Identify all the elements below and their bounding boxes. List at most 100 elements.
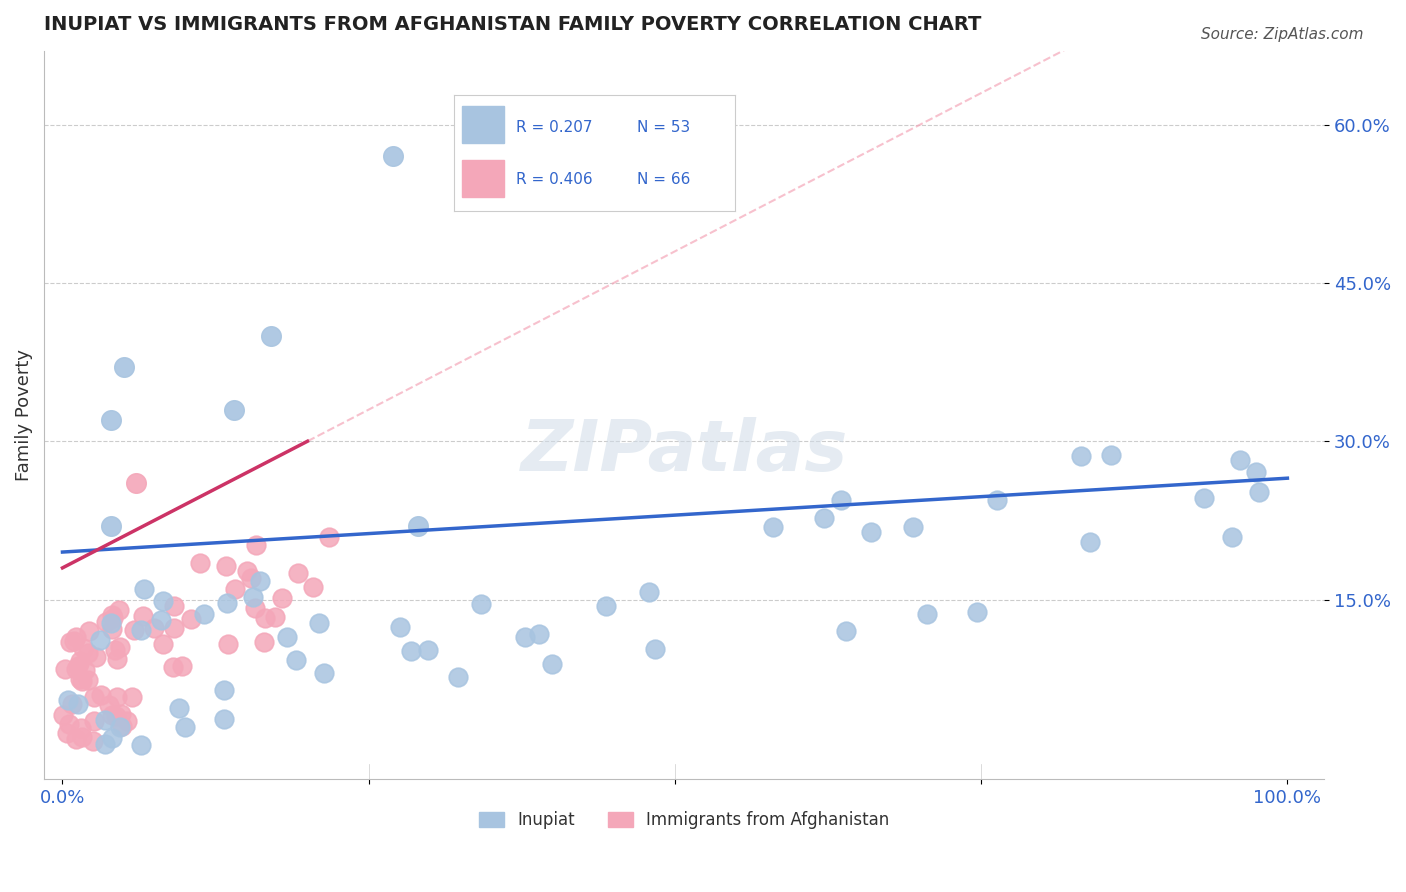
- Point: [915, 607, 938, 621]
- Point: [180, 611, 202, 625]
- Point: [1244, 465, 1267, 479]
- Point: [125, 476, 148, 491]
- Point: [308, 616, 330, 631]
- Point: [110, 707, 132, 722]
- Point: [1099, 448, 1122, 462]
- Point: [1229, 452, 1251, 467]
- Point: [58, 716, 80, 731]
- Point: [260, 328, 283, 343]
- Point: [105, 690, 128, 704]
- Point: [242, 590, 264, 604]
- Point: [264, 610, 287, 624]
- Point: [129, 738, 152, 752]
- Point: [56, 726, 79, 740]
- Point: [312, 665, 335, 680]
- Point: [142, 621, 165, 635]
- Point: [84, 650, 107, 665]
- Point: [76, 673, 98, 687]
- Point: [217, 637, 239, 651]
- Point: [174, 720, 197, 734]
- Point: [83, 690, 105, 705]
- Point: [217, 596, 239, 610]
- Point: [52, 707, 75, 722]
- Point: [65, 731, 87, 746]
- Point: [124, 624, 146, 638]
- Point: [94, 615, 117, 629]
- Point: [541, 657, 564, 671]
- Point: [56, 693, 79, 707]
- Point: [73, 663, 96, 677]
- Point: [101, 611, 124, 625]
- Point: [162, 660, 184, 674]
- Point: [93, 737, 115, 751]
- Point: [214, 558, 236, 573]
- Point: [284, 653, 307, 667]
- Point: [108, 603, 131, 617]
- Point: [104, 643, 127, 657]
- Point: [77, 646, 100, 660]
- Point: [100, 413, 122, 427]
- Point: [527, 627, 550, 641]
- Point: [77, 624, 100, 638]
- Point: [70, 721, 93, 735]
- Point: [97, 698, 120, 713]
- Point: [813, 510, 835, 524]
- Point: [70, 673, 93, 688]
- Point: [214, 682, 236, 697]
- Point: [72, 641, 94, 656]
- Point: [239, 571, 262, 585]
- Point: [389, 620, 412, 634]
- Point: [101, 622, 124, 636]
- Point: [134, 582, 156, 596]
- Point: [245, 538, 267, 552]
- Text: ZIPatlas: ZIPatlas: [520, 417, 848, 486]
- Point: [129, 624, 152, 638]
- Point: [162, 599, 184, 613]
- Point: [401, 644, 423, 658]
- Point: [112, 360, 135, 375]
- Point: [193, 607, 215, 621]
- Point: [382, 149, 405, 163]
- Point: [249, 574, 271, 589]
- Point: [131, 608, 153, 623]
- Point: [212, 712, 235, 726]
- Point: [93, 713, 115, 727]
- Point: [170, 659, 193, 673]
- Point: [966, 605, 988, 619]
- Point: [108, 720, 131, 734]
- Point: [447, 671, 470, 685]
- Point: [100, 608, 122, 623]
- Point: [644, 641, 666, 656]
- Y-axis label: Family Poverty: Family Poverty: [15, 349, 32, 481]
- Point: [224, 582, 246, 596]
- Point: [105, 652, 128, 666]
- Point: [104, 709, 127, 723]
- Point: [986, 493, 1008, 508]
- Point: [100, 616, 122, 631]
- Point: [100, 518, 122, 533]
- Point: [152, 637, 174, 651]
- Point: [167, 701, 190, 715]
- Point: [111, 719, 134, 733]
- Point: [318, 530, 340, 544]
- Point: [59, 634, 82, 648]
- Point: [1249, 484, 1271, 499]
- Point: [253, 610, 276, 624]
- Point: [65, 662, 87, 676]
- Point: [60, 697, 83, 711]
- Point: [515, 630, 537, 644]
- Text: Source: ZipAtlas.com: Source: ZipAtlas.com: [1201, 27, 1364, 42]
- Point: [82, 734, 104, 748]
- Point: [302, 580, 325, 594]
- Point: [65, 630, 87, 644]
- Point: [762, 520, 785, 534]
- Point: [63, 633, 86, 648]
- Point: [89, 633, 111, 648]
- Point: [69, 673, 91, 687]
- Point: [830, 493, 852, 508]
- Point: [53, 662, 76, 676]
- Point: [637, 585, 659, 599]
- Point: [1078, 534, 1101, 549]
- Point: [101, 707, 124, 722]
- Legend: Inupiat, Immigrants from Afghanistan: Inupiat, Immigrants from Afghanistan: [472, 805, 896, 836]
